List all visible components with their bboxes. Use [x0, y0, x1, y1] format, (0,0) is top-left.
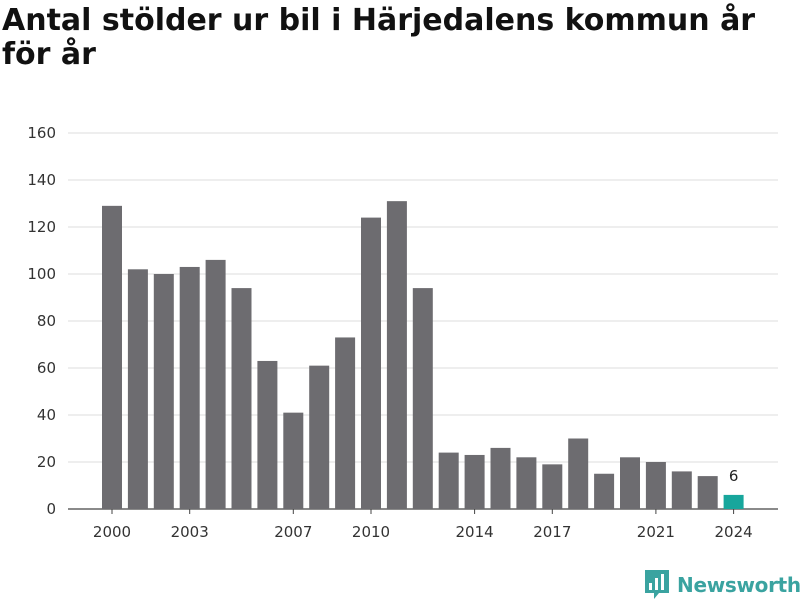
- x-tick-label: 2017: [533, 523, 571, 541]
- bar-2023: [697, 476, 718, 509]
- y-tick-label: 20: [37, 453, 56, 471]
- newsworthy-logo: Newsworthy: [645, 570, 800, 600]
- bar-2021: [645, 462, 666, 509]
- x-tick-label: 2024: [715, 523, 753, 541]
- bar-2024: [723, 494, 744, 509]
- bar-2012: [412, 288, 433, 509]
- y-tick-label: 60: [37, 359, 56, 377]
- y-axis-ticks: 0 20 40 60 80 100 120 140 160: [27, 124, 56, 518]
- newsworthy-logo-icon: [645, 570, 669, 599]
- bar-2014: [464, 454, 485, 509]
- x-tick-label: 2003: [171, 523, 209, 541]
- bar-2020: [620, 457, 640, 509]
- x-tick-label: 2007: [274, 523, 312, 541]
- y-tick-label: 160: [27, 124, 56, 142]
- bar-2002: [153, 274, 174, 509]
- bar-2008: [309, 365, 330, 509]
- bar-2005: [231, 288, 252, 509]
- x-tick-label: 2000: [93, 523, 131, 541]
- x-tick-label: 2021: [637, 523, 675, 541]
- bar-2015: [490, 447, 511, 509]
- bar-2006: [257, 360, 278, 509]
- x-axis-ticks: 2000 2003 2007 2010 2014 2017 2021 2024: [93, 509, 753, 541]
- bar-2018: [568, 438, 589, 509]
- bar-2003: [179, 266, 200, 509]
- y-tick-label: 140: [27, 171, 56, 189]
- chart-title: Antal stölder ur bil i Härjedalens kommu…: [2, 3, 756, 72]
- newsworthy-logo-text: Newsworthy: [677, 573, 800, 597]
- bar-2001: [127, 269, 148, 509]
- y-tick-label: 100: [27, 265, 56, 283]
- bar-2009: [335, 337, 356, 509]
- data-label: 6: [729, 467, 739, 485]
- y-tick-label: 80: [37, 312, 56, 330]
- bar-2004: [205, 259, 226, 509]
- bar-2000: [102, 205, 122, 509]
- data-labels: 6: [729, 467, 739, 485]
- bar-2022: [671, 471, 692, 509]
- bar-2013: [438, 452, 459, 509]
- bar-2010: [361, 217, 381, 509]
- bars: [102, 201, 744, 509]
- bar-2016: [516, 457, 537, 509]
- x-tick-label: 2010: [352, 523, 390, 541]
- bar-2017: [542, 464, 563, 509]
- y-tick-label: 120: [27, 218, 56, 236]
- bar-2011: [386, 201, 407, 509]
- bar-2019: [594, 473, 615, 509]
- bar-2007: [283, 412, 304, 509]
- x-tick-label: 2014: [456, 523, 494, 541]
- y-tick-label: 0: [46, 500, 56, 518]
- y-tick-label: 40: [37, 406, 56, 424]
